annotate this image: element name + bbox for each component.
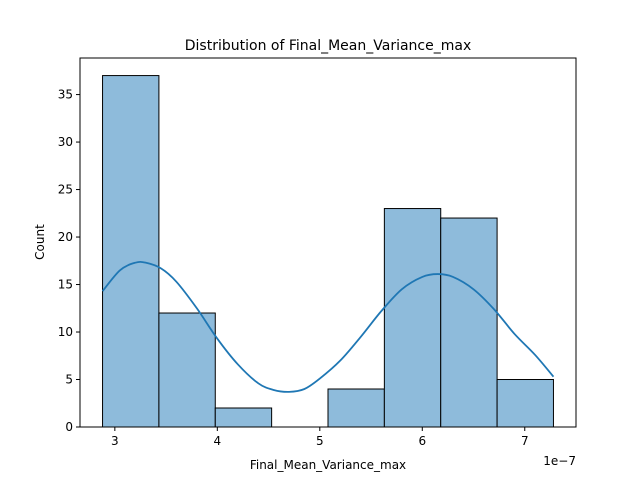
y-tick-label: 5: [65, 373, 73, 387]
y-tick-label: 10: [58, 325, 73, 339]
x-tick-label: 4: [214, 434, 222, 448]
plot-area-frame: [79, 57, 577, 428]
x-axis-ticks: 3 4 5 6 7: [111, 427, 529, 448]
x-tick-label: 5: [316, 434, 324, 448]
x-tick-label: 6: [418, 434, 426, 448]
y-tick-label: 0: [65, 420, 73, 434]
x-axis-label: Final_Mean_Variance_max: [250, 458, 406, 472]
histogram-bar-4: [327, 388, 385, 428]
histogram-bar-6: [440, 217, 498, 428]
y-tick-label: 25: [58, 183, 73, 197]
y-tick-label: 20: [58, 230, 73, 244]
chart-title: Distribution of Final_Mean_Variance_max: [185, 38, 471, 54]
histogram-bar-0: [102, 75, 160, 428]
y-tick-label: 30: [58, 135, 73, 149]
histogram-bar-1: [158, 312, 216, 428]
kde-curve: [101, 260, 555, 393]
y-tick-label: 35: [58, 88, 73, 102]
y-axis-ticks: 0 5 10 15 20 25 30 35: [58, 88, 80, 434]
bars-group: [102, 75, 554, 428]
histogram-bar-7: [496, 379, 554, 428]
histogram-bar-5: [383, 208, 442, 428]
y-axis-label: Count: [33, 224, 47, 260]
x-tick-label: 7: [521, 434, 529, 448]
x-axis-offset-label: 1e−7: [543, 454, 576, 468]
histogram-bar-2: [214, 407, 273, 428]
y-tick-label: 15: [58, 278, 73, 292]
x-tick-label: 3: [111, 434, 119, 448]
